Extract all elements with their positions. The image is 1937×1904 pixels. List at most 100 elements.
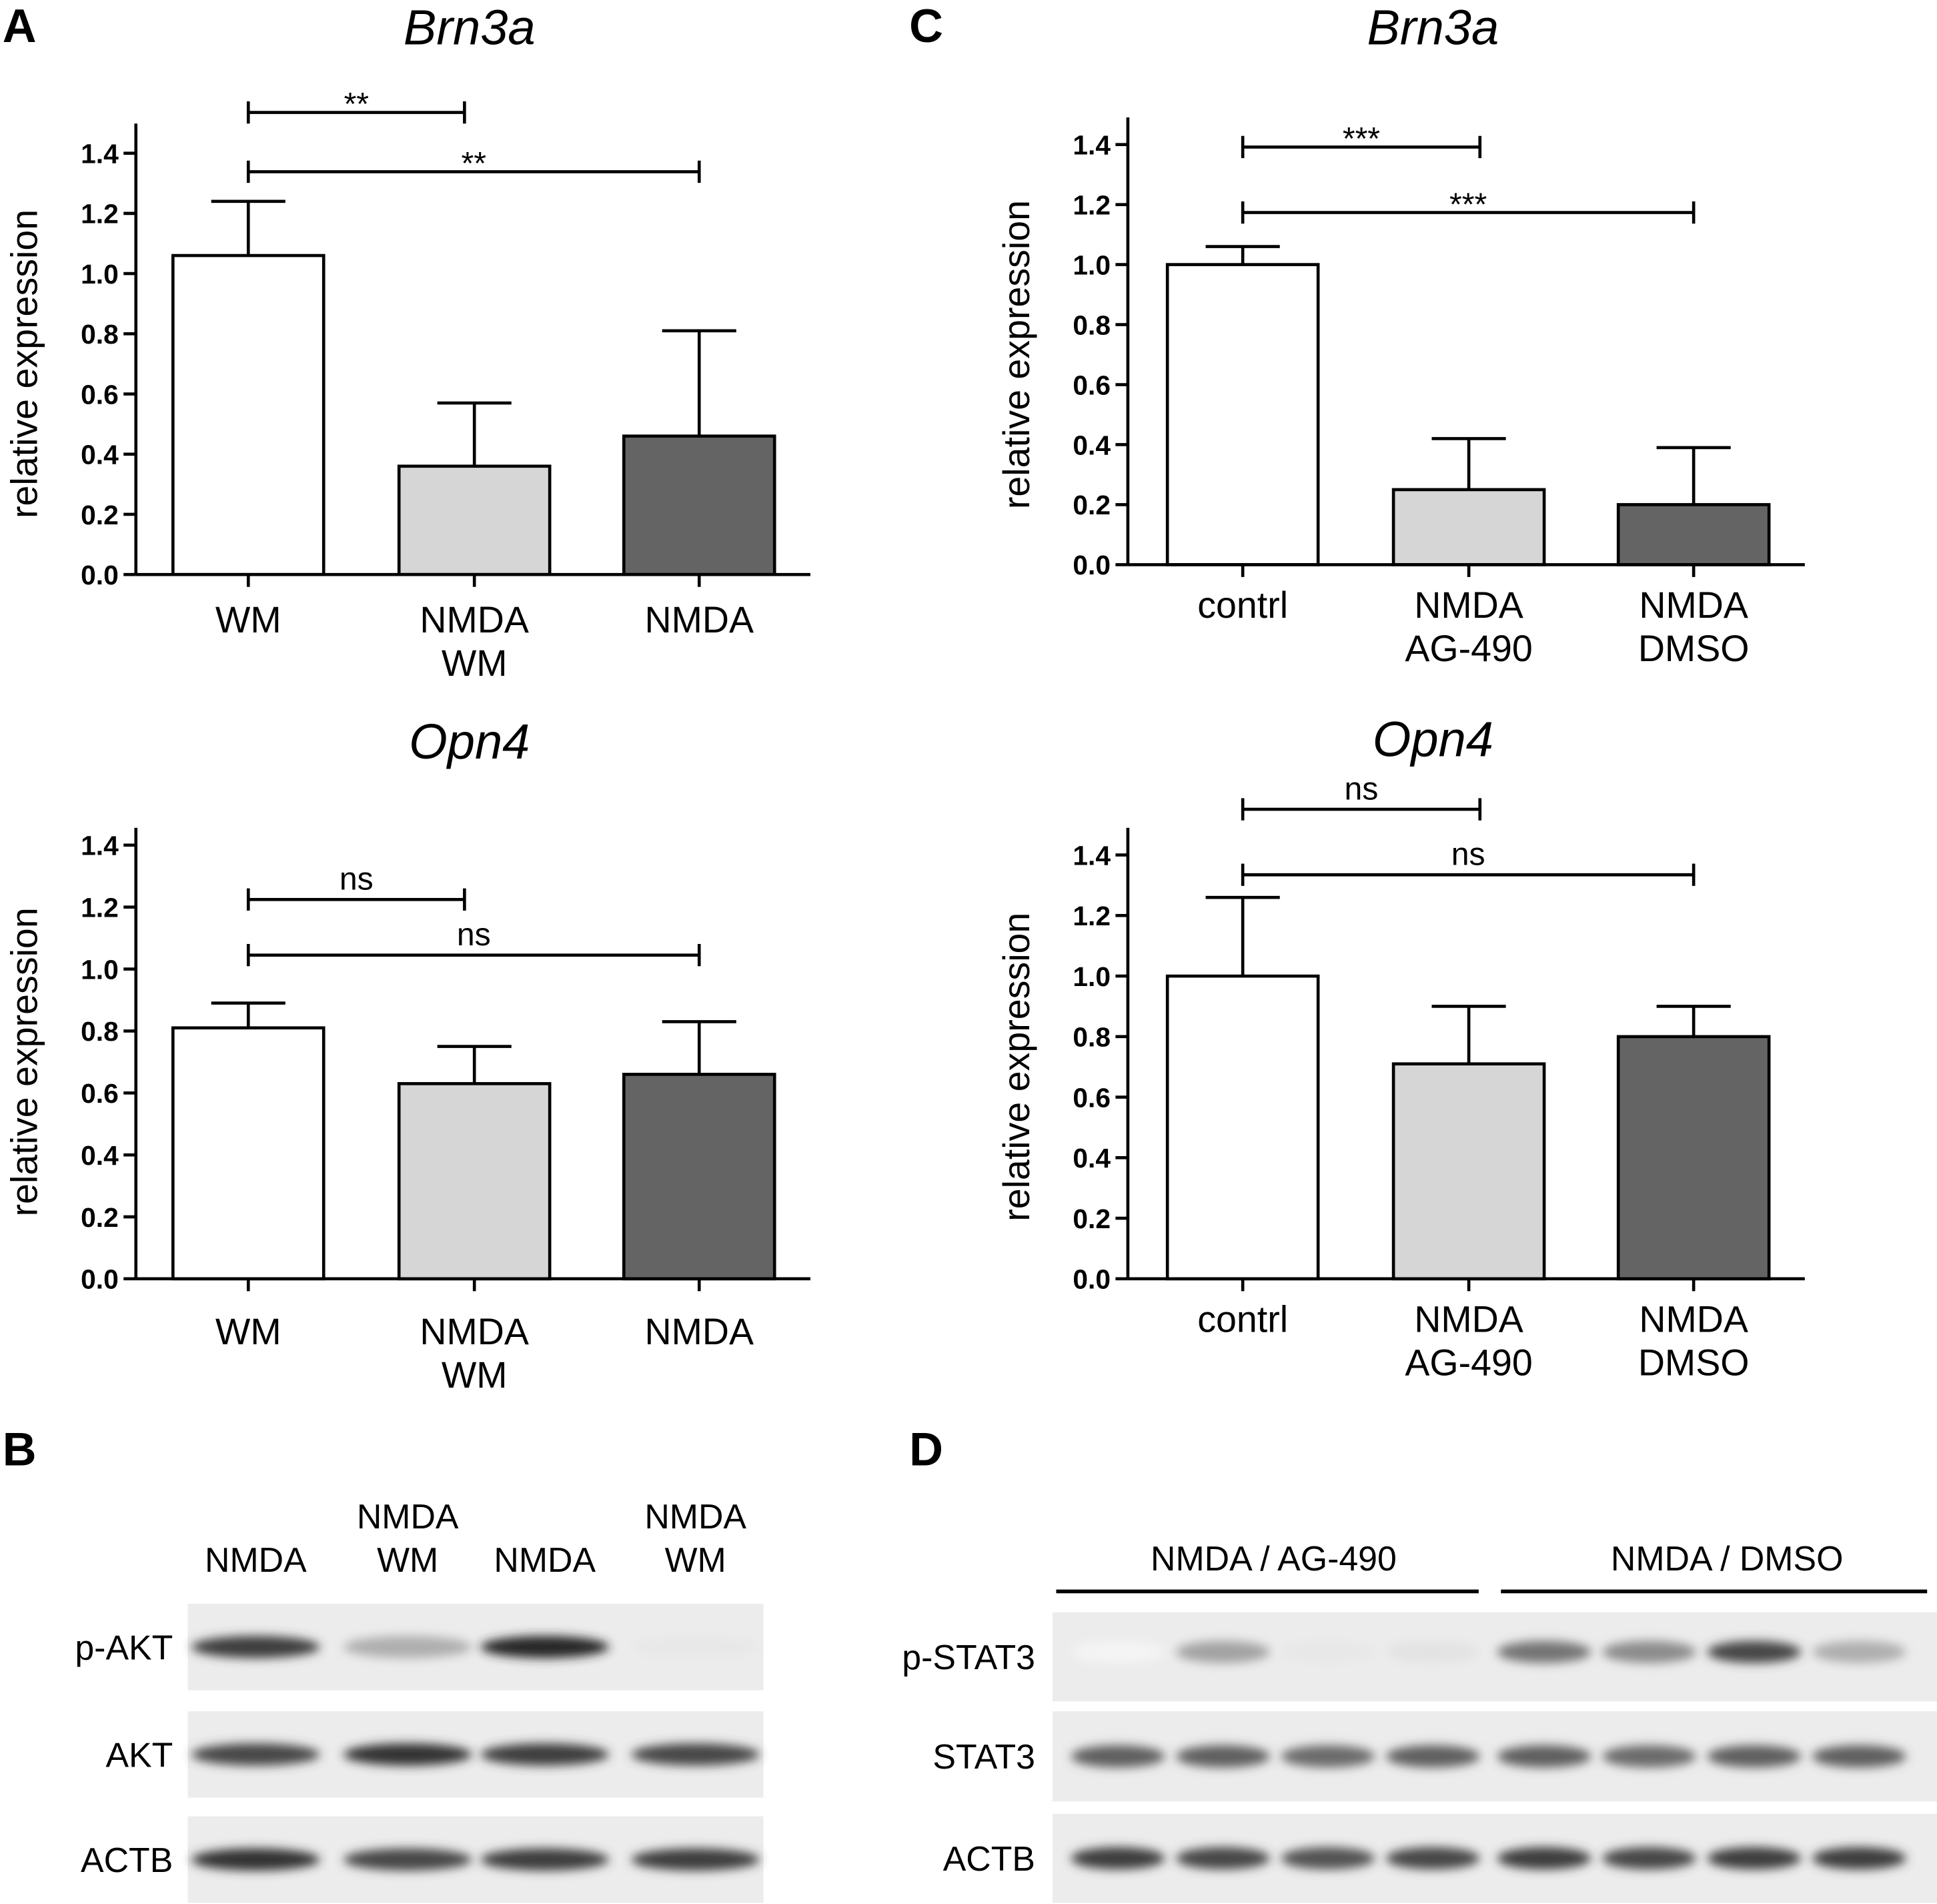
- x-tick-label: WM: [215, 1311, 281, 1352]
- y-tick-label: 0.0: [81, 560, 119, 590]
- blot-band: [343, 1743, 472, 1766]
- chart-a-bottom: Opn4 relative expression 0.0 0.2 0.4 0.6 0.8 1.…: [4, 714, 810, 1396]
- x-tick-label: WM: [442, 1354, 508, 1396]
- y-tick-label: 1.2: [1073, 189, 1111, 220]
- y-tick-label: 0.0: [1073, 550, 1111, 580]
- y-tick-label: 1.4: [81, 831, 119, 861]
- y-tick-label: 0.8: [1073, 310, 1111, 340]
- blot-band: [480, 1743, 610, 1766]
- blot-band: [1385, 1640, 1480, 1663]
- y-tick-label: 0.6: [1073, 370, 1111, 400]
- significance-label: **: [462, 145, 486, 181]
- blot-band: [1176, 1640, 1270, 1663]
- x-tick-label: NMDA: [1639, 584, 1748, 626]
- blot-band: [1071, 1640, 1165, 1663]
- y-tick-label: 1.4: [1073, 840, 1111, 871]
- bar: [1616, 1035, 1771, 1281]
- significance-label: ***: [1343, 121, 1380, 157]
- blot-row-label: p-AKT: [75, 1628, 173, 1667]
- y-tick-label: 0.2: [81, 500, 119, 530]
- blot-band: [1497, 1640, 1591, 1663]
- panel-letter-d: D: [909, 1423, 943, 1476]
- significance-label: ns: [1451, 836, 1485, 872]
- x-tick-label: DMSO: [1638, 1342, 1750, 1383]
- significance-label: ns: [1345, 771, 1379, 807]
- blot-d: p-STAT3 STAT3 ACTB NMDA / AG-490 NMDA / DMSO: [902, 1539, 1937, 1903]
- chart-title: Brn3a: [404, 0, 536, 55]
- bar: [397, 464, 552, 576]
- blot-band: [1707, 1640, 1802, 1663]
- chart-title: Brn3a: [1367, 0, 1499, 55]
- bar: [1391, 1062, 1546, 1281]
- blot-band: [480, 1636, 610, 1658]
- blot-band: [1497, 1745, 1591, 1768]
- lane-label: WM: [377, 1540, 438, 1579]
- x-tick-label: DMSO: [1638, 628, 1750, 669]
- significance-label: **: [344, 86, 369, 122]
- blot-band: [1497, 1847, 1591, 1870]
- blot-band: [1281, 1640, 1375, 1663]
- y-tick-label: 0.2: [1073, 1204, 1111, 1234]
- group-label: NMDA / AG-490: [1151, 1539, 1397, 1578]
- blot-row-label: ACTB: [81, 1841, 173, 1879]
- y-tick-label: 0.6: [81, 1078, 119, 1109]
- bar: [1165, 263, 1320, 566]
- lane-label: NMDA: [644, 1497, 746, 1536]
- y-tick-label: 0.6: [81, 379, 119, 410]
- lane-label: NMDA: [494, 1540, 596, 1579]
- lane-label: NMDA: [357, 1497, 459, 1536]
- y-tick-label: 1.2: [1073, 901, 1111, 931]
- x-tick-label: NMDA: [420, 1311, 529, 1352]
- blot-band: [1602, 1640, 1696, 1663]
- y-tick-label: 0.0: [81, 1264, 119, 1295]
- y-tick-label: 1.4: [1073, 130, 1111, 161]
- panel-letter-a: A: [3, 0, 37, 52]
- y-axis-label: relative expression: [996, 200, 1037, 509]
- blot-row-label: ACTB: [943, 1839, 1035, 1878]
- blot-band: [1281, 1847, 1375, 1870]
- x-tick-label: WM: [442, 642, 508, 684]
- blot-band: [1385, 1847, 1480, 1870]
- blot-band: [1176, 1745, 1270, 1768]
- blot-band: [1281, 1745, 1375, 1768]
- blot-band: [1707, 1745, 1802, 1768]
- blot-band: [1071, 1847, 1165, 1870]
- blot-band: [631, 1848, 760, 1871]
- chart-c-bottom: Opn4 relative expression 0.0 0.2 0.4 0.6 0.8 1.…: [996, 711, 1805, 1383]
- y-tick-label: 1.4: [81, 138, 119, 169]
- blot-b: p-AKT AKT ACTB NMDA NMDA WM NMDA NMDA WM: [75, 1497, 764, 1903]
- bar: [622, 434, 776, 576]
- panel-letter-b: B: [3, 1423, 37, 1476]
- y-tick-label: 0.4: [1073, 1143, 1111, 1173]
- bar: [171, 1026, 326, 1281]
- y-tick-label: 1.0: [81, 954, 119, 985]
- blot-band: [1385, 1745, 1480, 1768]
- blot-band: [191, 1848, 320, 1871]
- y-tick-label: 1.0: [1073, 961, 1111, 992]
- y-tick-label: 0.4: [81, 440, 119, 470]
- y-axis-label: relative expression: [996, 913, 1037, 1222]
- blot-row-label: AKT: [105, 1735, 173, 1774]
- chart-title: Opn4: [409, 714, 530, 769]
- blot-band: [343, 1848, 472, 1871]
- y-tick-label: 1.2: [81, 892, 119, 923]
- x-tick-label: NMDA: [1414, 1299, 1523, 1340]
- x-tick-label: AG-490: [1405, 628, 1532, 669]
- significance-label: ns: [340, 861, 374, 897]
- blot-band: [631, 1636, 760, 1658]
- y-tick-label: 0.2: [81, 1202, 119, 1233]
- blot-band: [480, 1848, 610, 1871]
- y-tick-label: 0.8: [81, 1016, 119, 1047]
- blot-band: [1812, 1745, 1906, 1768]
- blot-row-label: p-STAT3: [902, 1638, 1035, 1677]
- y-axis-label: relative expression: [4, 907, 45, 1216]
- blot-band: [1812, 1640, 1906, 1663]
- blot-band: [1602, 1847, 1696, 1870]
- x-tick-label: WM: [215, 599, 281, 640]
- panel-letter-c: C: [909, 0, 943, 52]
- blot-row-label: STAT3: [932, 1737, 1035, 1776]
- bar: [1391, 488, 1546, 566]
- y-axis-label: relative expression: [4, 209, 45, 518]
- chart-c-top: Brn3a relative expression 0.0 0.2 0.4 0.6 0.8 1…: [996, 0, 1805, 669]
